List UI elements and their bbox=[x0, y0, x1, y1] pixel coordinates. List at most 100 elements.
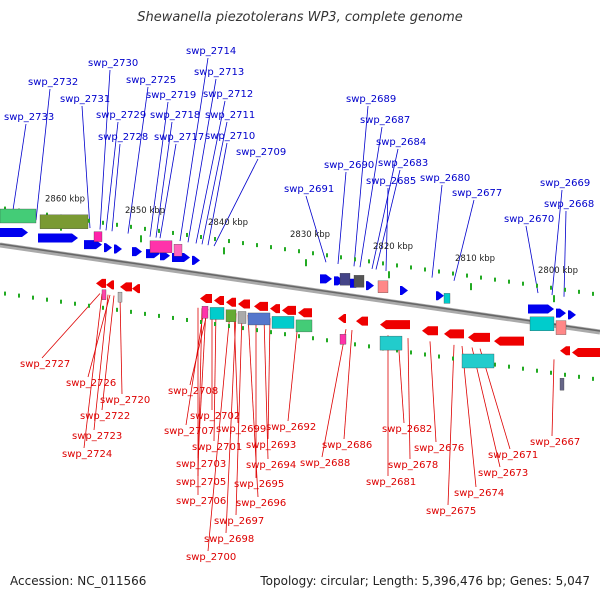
kbp-tick-mark bbox=[388, 271, 390, 279]
kbp-tick-label: 2810 kbp bbox=[455, 254, 495, 264]
reverse-gene-label: swp_2700 bbox=[186, 552, 236, 563]
forward-tick bbox=[228, 239, 230, 244]
kbp-tick-mark bbox=[140, 235, 142, 243]
genome-title: Shewanella piezotolerans WP3, complete g… bbox=[137, 10, 463, 25]
reverse-gene-label: swp_2723 bbox=[72, 431, 122, 442]
forward-tick bbox=[200, 235, 202, 239]
forward-tick bbox=[340, 255, 342, 260]
genome-axis bbox=[0, 242, 600, 335]
reverse-gene-label: swp_2688 bbox=[300, 458, 350, 469]
reverse-gene-label: swp_2705 bbox=[176, 477, 226, 488]
forward-gene-label: swp_2713 bbox=[194, 67, 244, 78]
reverse-gene-label: swp_2724 bbox=[62, 449, 112, 460]
forward-leader-line bbox=[213, 158, 259, 247]
reverse-tick bbox=[298, 334, 300, 339]
feature-box bbox=[201, 306, 209, 319]
reverse-gene-label: swp_2703 bbox=[176, 459, 226, 470]
reverse-gene-label: swp_2720 bbox=[100, 395, 150, 406]
reverse-tick bbox=[354, 342, 356, 347]
forward-leader-line bbox=[375, 169, 401, 270]
forward-tick bbox=[578, 289, 580, 294]
forward-gene bbox=[400, 286, 408, 295]
forward-gene bbox=[132, 247, 142, 257]
reverse-tick bbox=[172, 315, 174, 320]
reverse-tick bbox=[144, 311, 146, 316]
reverse-gene-label: swp_2698 bbox=[204, 534, 254, 545]
forward-gene-label: swp_2728 bbox=[98, 132, 148, 143]
kbp-tick-mark bbox=[470, 283, 472, 291]
reverse-leader-line bbox=[185, 308, 205, 426]
reverse-tick bbox=[102, 305, 104, 310]
reverse-leader-line bbox=[407, 338, 411, 460]
forward-tick bbox=[4, 206, 6, 211]
kbp-tick-mark bbox=[223, 247, 225, 255]
reverse-gene-label: swp_2726 bbox=[66, 378, 116, 389]
forward-gene-label: swp_2683 bbox=[378, 158, 428, 169]
forward-leader-line bbox=[431, 184, 443, 278]
forward-gene-label: swp_2711 bbox=[205, 110, 255, 121]
feature-box bbox=[559, 378, 565, 391]
forward-tick bbox=[312, 251, 314, 256]
reverse-leader-line bbox=[197, 308, 203, 477]
forward-gene bbox=[334, 276, 344, 286]
reverse-tick bbox=[536, 368, 538, 373]
forward-gene-label: swp_2710 bbox=[205, 131, 255, 142]
forward-gene-label: swp_2717 bbox=[154, 132, 204, 143]
forward-tick bbox=[88, 218, 90, 223]
forward-gene bbox=[436, 291, 444, 301]
reverse-gene-label: swp_2693 bbox=[246, 440, 296, 451]
forward-gene-label: swp_2680 bbox=[420, 173, 470, 184]
reverse-tick bbox=[312, 336, 314, 341]
reverse-gene-label: swp_2676 bbox=[414, 443, 464, 454]
forward-tick bbox=[256, 243, 258, 248]
reverse-tick bbox=[32, 295, 34, 300]
forward-gene-label: swp_2687 bbox=[360, 115, 410, 126]
reverse-leader-line bbox=[397, 336, 405, 424]
feature-box bbox=[555, 320, 567, 335]
reverse-gene-label: swp_2694 bbox=[246, 460, 296, 471]
reverse-tick bbox=[578, 374, 580, 379]
forward-tick bbox=[480, 275, 482, 280]
reverse-gene-label: swp_2708 bbox=[168, 386, 218, 397]
forward-leader-line bbox=[563, 210, 567, 297]
forward-leader-line bbox=[207, 142, 228, 246]
reverse-tick bbox=[438, 354, 440, 359]
forward-leader-line bbox=[149, 101, 169, 237]
reverse-gene-label: swp_2699 bbox=[216, 424, 266, 435]
reverse-gene-label: swp_2681 bbox=[366, 477, 416, 488]
forward-leader-line bbox=[453, 199, 475, 281]
forward-gene-label: swp_2709 bbox=[236, 147, 286, 158]
forward-gene bbox=[556, 308, 566, 318]
kbp-tick-label: 2850 kbp bbox=[125, 206, 165, 216]
forward-tick bbox=[284, 247, 286, 252]
reverse-gene-label: swp_2706 bbox=[176, 496, 226, 507]
reverse-gene-label: swp_2697 bbox=[214, 516, 264, 527]
forward-leader-line bbox=[11, 123, 27, 217]
reverse-tick bbox=[508, 364, 510, 369]
reverse-gene bbox=[238, 299, 250, 309]
forward-tick bbox=[368, 259, 370, 264]
forward-gene-label: swp_2668 bbox=[544, 199, 594, 210]
feature-box bbox=[209, 307, 225, 320]
feature-box bbox=[339, 334, 347, 345]
reverse-tick bbox=[74, 301, 76, 306]
reverse-tick bbox=[452, 356, 454, 361]
forward-gene-label: swp_2733 bbox=[4, 112, 54, 123]
reverse-gene-label: swp_2695 bbox=[234, 479, 284, 490]
reverse-gene bbox=[282, 305, 296, 315]
reverse-tick bbox=[200, 320, 202, 324]
forward-leader-line bbox=[353, 105, 369, 267]
reverse-gene bbox=[468, 332, 490, 342]
reverse-leader-line bbox=[267, 318, 271, 440]
reverse-leader-line bbox=[119, 296, 123, 395]
forward-tick bbox=[508, 279, 510, 284]
reverse-gene-label: swp_2678 bbox=[388, 460, 438, 471]
reverse-tick bbox=[214, 322, 216, 327]
genome-summary: Topology: circular; Length: 5,396,476 bp… bbox=[260, 574, 590, 588]
reverse-gene bbox=[200, 294, 212, 303]
reverse-gene-label: swp_2727 bbox=[20, 359, 70, 370]
reverse-gene bbox=[494, 336, 524, 346]
forward-tick bbox=[438, 269, 440, 274]
forward-gene bbox=[104, 243, 112, 253]
forward-leader-line bbox=[359, 126, 383, 268]
